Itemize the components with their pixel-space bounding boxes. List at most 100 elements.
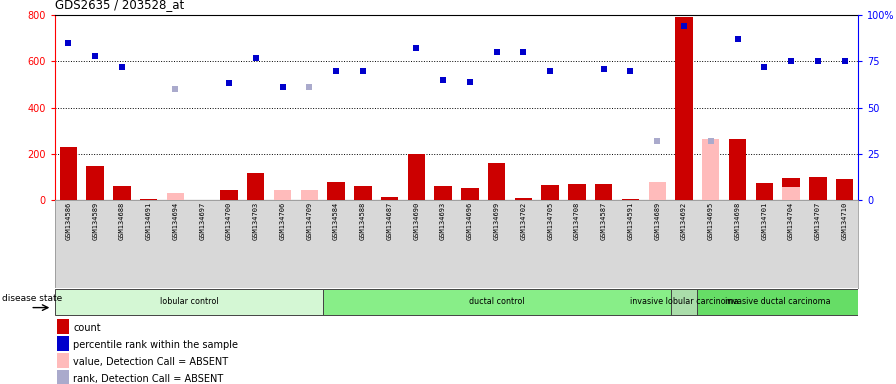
Bar bbox=[514, 198, 532, 200]
Bar bbox=[60, 147, 77, 200]
Bar bbox=[300, 190, 318, 200]
Bar bbox=[670, 288, 697, 315]
Point bbox=[356, 68, 370, 74]
Bar bbox=[541, 185, 559, 200]
Text: GSM134708: GSM134708 bbox=[574, 202, 580, 240]
Point bbox=[248, 55, 263, 61]
Bar bbox=[568, 184, 586, 200]
Bar bbox=[167, 193, 185, 200]
Point bbox=[462, 79, 477, 85]
Text: rank, Detection Call = ABSENT: rank, Detection Call = ABSENT bbox=[73, 374, 223, 384]
Bar bbox=[595, 184, 612, 200]
Text: GSM134589: GSM134589 bbox=[92, 202, 99, 240]
Point bbox=[409, 45, 424, 51]
Text: GSM134706: GSM134706 bbox=[280, 202, 286, 240]
Text: GSM134705: GSM134705 bbox=[547, 202, 553, 240]
Text: GSM134702: GSM134702 bbox=[521, 202, 527, 240]
Text: GSM134587: GSM134587 bbox=[600, 202, 607, 240]
Point bbox=[543, 68, 557, 74]
Text: GSM134704: GSM134704 bbox=[788, 202, 794, 240]
Bar bbox=[381, 197, 399, 200]
Bar bbox=[461, 189, 478, 200]
Bar bbox=[782, 178, 800, 200]
Point bbox=[730, 36, 745, 42]
Text: GSM134696: GSM134696 bbox=[467, 202, 473, 240]
Text: GSM134697: GSM134697 bbox=[199, 202, 205, 240]
Text: GSM134710: GSM134710 bbox=[841, 202, 848, 240]
Bar bbox=[274, 190, 291, 200]
Point bbox=[811, 58, 825, 65]
Text: value, Detection Call = ABSENT: value, Detection Call = ABSENT bbox=[73, 357, 228, 367]
Text: GSM134691: GSM134691 bbox=[146, 202, 151, 240]
Text: GSM134692: GSM134692 bbox=[681, 202, 687, 240]
Bar bbox=[57, 319, 69, 334]
Bar bbox=[327, 182, 345, 200]
Point bbox=[784, 58, 798, 65]
Point bbox=[597, 66, 611, 72]
Text: disease state: disease state bbox=[2, 294, 62, 303]
Text: GSM134703: GSM134703 bbox=[253, 202, 259, 240]
Bar bbox=[697, 288, 858, 315]
Text: GSM134701: GSM134701 bbox=[762, 202, 767, 240]
Point bbox=[222, 80, 237, 86]
Point bbox=[489, 49, 504, 55]
Bar bbox=[809, 177, 826, 200]
Point bbox=[516, 49, 530, 55]
Bar bbox=[247, 174, 264, 200]
Point bbox=[676, 23, 691, 29]
Bar bbox=[782, 187, 800, 200]
Point bbox=[275, 84, 289, 90]
Point bbox=[88, 53, 102, 59]
Point bbox=[168, 86, 183, 92]
Bar bbox=[354, 186, 372, 200]
Text: GSM134700: GSM134700 bbox=[226, 202, 232, 240]
Text: invasive ductal carcinoma: invasive ductal carcinoma bbox=[725, 298, 831, 306]
Bar bbox=[755, 183, 773, 200]
Text: percentile rank within the sample: percentile rank within the sample bbox=[73, 340, 238, 350]
Point bbox=[703, 138, 718, 144]
Bar bbox=[57, 353, 69, 368]
Point bbox=[757, 64, 771, 70]
Text: GSM134699: GSM134699 bbox=[494, 202, 500, 240]
Bar bbox=[300, 195, 318, 200]
Text: GSM134693: GSM134693 bbox=[440, 202, 446, 240]
Bar bbox=[676, 17, 693, 200]
Bar bbox=[323, 288, 670, 315]
Point bbox=[838, 58, 852, 65]
Text: lobular control: lobular control bbox=[159, 298, 218, 306]
Text: GSM134709: GSM134709 bbox=[306, 202, 313, 240]
Bar bbox=[55, 288, 323, 315]
Bar bbox=[836, 179, 853, 200]
Bar bbox=[408, 154, 425, 200]
Point bbox=[624, 68, 638, 74]
Point bbox=[436, 77, 451, 83]
Text: GSM134687: GSM134687 bbox=[386, 202, 392, 240]
Bar bbox=[622, 199, 639, 200]
Text: GSM134688: GSM134688 bbox=[119, 202, 125, 240]
Text: GSM134695: GSM134695 bbox=[708, 202, 714, 240]
Text: GSM134698: GSM134698 bbox=[735, 202, 741, 240]
Bar bbox=[140, 199, 158, 200]
Bar bbox=[702, 139, 719, 200]
Text: GSM134694: GSM134694 bbox=[172, 202, 178, 240]
Point bbox=[302, 84, 316, 90]
Point bbox=[650, 138, 665, 144]
Text: GSM134690: GSM134690 bbox=[413, 202, 419, 240]
Text: invasive lobular carcinoma: invasive lobular carcinoma bbox=[630, 298, 738, 306]
Text: GSM134591: GSM134591 bbox=[627, 202, 633, 240]
Text: GSM134689: GSM134689 bbox=[654, 202, 660, 240]
Bar bbox=[57, 370, 69, 384]
Text: ductal control: ductal control bbox=[469, 298, 524, 306]
Point bbox=[329, 68, 343, 74]
Point bbox=[61, 40, 75, 46]
Bar bbox=[435, 186, 452, 200]
Bar bbox=[220, 190, 237, 200]
Bar bbox=[57, 336, 69, 351]
Text: GDS2635 / 203528_at: GDS2635 / 203528_at bbox=[55, 0, 185, 11]
Text: GSM134707: GSM134707 bbox=[814, 202, 821, 240]
Point bbox=[115, 64, 129, 70]
Bar bbox=[728, 139, 746, 200]
Bar bbox=[86, 167, 104, 200]
Text: GSM134584: GSM134584 bbox=[333, 202, 339, 240]
Text: count: count bbox=[73, 323, 100, 333]
